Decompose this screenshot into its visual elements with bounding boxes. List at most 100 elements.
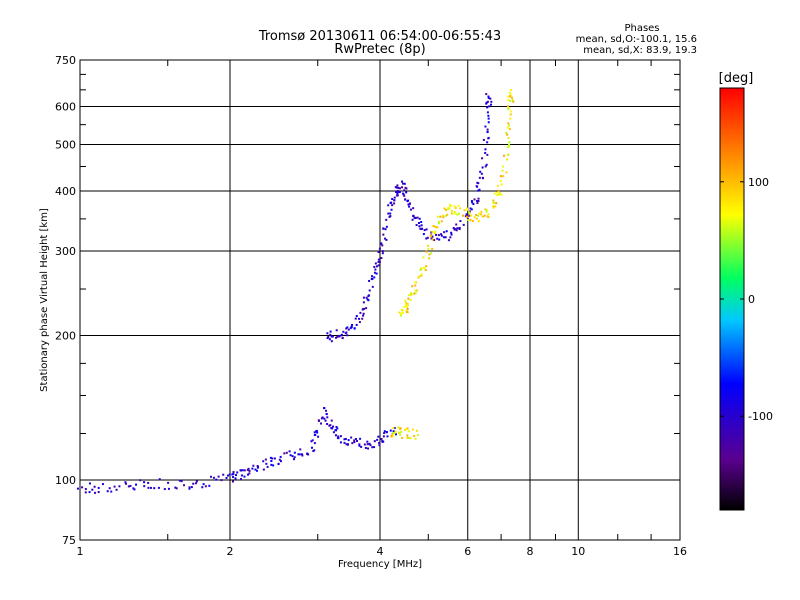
- data-point: [248, 472, 251, 475]
- data-point: [264, 458, 267, 461]
- data-point: [404, 186, 407, 189]
- data-point: [435, 226, 438, 229]
- data-point: [449, 236, 452, 239]
- data-point: [194, 482, 197, 485]
- data-point: [403, 182, 406, 185]
- data-point: [487, 121, 490, 124]
- data-point: [487, 213, 490, 216]
- data-point: [222, 473, 225, 476]
- data-point: [391, 204, 394, 207]
- data-point: [509, 117, 512, 120]
- data-point: [215, 478, 218, 481]
- data-point: [188, 487, 191, 490]
- data-point: [220, 479, 223, 482]
- data-point: [380, 438, 383, 441]
- data-point: [225, 477, 228, 480]
- data-point: [365, 307, 368, 310]
- data-point: [408, 294, 411, 297]
- data-point: [484, 165, 487, 168]
- data-point: [254, 468, 257, 471]
- data-point: [313, 431, 316, 434]
- data-point: [433, 239, 436, 242]
- data-point: [466, 208, 469, 211]
- data-point: [354, 438, 357, 441]
- data-point: [246, 473, 249, 476]
- data-point: [336, 335, 339, 338]
- data-point: [495, 202, 498, 205]
- data-point: [450, 231, 453, 234]
- data-point: [277, 462, 280, 465]
- data-point: [459, 207, 462, 210]
- data-point: [427, 248, 430, 251]
- data-point: [363, 307, 366, 310]
- data-point: [338, 335, 341, 338]
- data-point: [167, 481, 170, 484]
- data-point: [410, 291, 413, 294]
- data-point: [425, 228, 428, 231]
- data-point: [453, 210, 456, 213]
- data-point: [490, 100, 493, 103]
- data-point: [509, 99, 512, 102]
- data-point: [272, 464, 275, 467]
- data-point: [404, 299, 407, 302]
- data-point: [381, 252, 384, 255]
- data-point: [497, 189, 500, 192]
- data-point: [76, 487, 79, 490]
- data-point: [400, 314, 403, 317]
- data-point: [407, 430, 410, 433]
- data-point: [301, 454, 304, 457]
- data-point: [366, 298, 369, 301]
- data-point: [341, 337, 344, 340]
- data-point: [471, 201, 474, 204]
- x-tick-label: 16: [673, 545, 687, 558]
- chart-title: Tromsø 20130611 06:54:00-06:55:43: [258, 29, 501, 44]
- data-point: [481, 157, 484, 160]
- data-point: [510, 96, 513, 99]
- data-point: [476, 199, 479, 202]
- data-point: [262, 468, 265, 471]
- data-point: [330, 427, 333, 430]
- data-point: [201, 486, 204, 489]
- data-point: [339, 441, 342, 444]
- data-point: [409, 202, 412, 205]
- data-point: [300, 453, 303, 456]
- data-point: [437, 220, 440, 223]
- data-point: [507, 122, 510, 125]
- data-point: [202, 483, 205, 486]
- data-point: [398, 311, 401, 314]
- data-point: [418, 217, 421, 220]
- data-point: [340, 334, 343, 337]
- data-point: [401, 186, 404, 189]
- data-point: [420, 273, 423, 276]
- data-point: [498, 193, 501, 196]
- data-point: [414, 291, 417, 294]
- data-point: [255, 469, 258, 472]
- data-point: [369, 444, 372, 447]
- data-point: [422, 256, 425, 259]
- data-point: [409, 208, 412, 211]
- data-point: [428, 253, 431, 256]
- data-point: [378, 261, 381, 264]
- data-point: [468, 214, 471, 217]
- data-point: [406, 305, 409, 308]
- data-point: [506, 133, 509, 136]
- data-point: [398, 431, 401, 434]
- data-point: [476, 185, 479, 188]
- data-point: [407, 199, 410, 202]
- data-point: [477, 220, 480, 223]
- data-point: [496, 184, 499, 187]
- data-point: [507, 136, 510, 139]
- data-point: [449, 203, 452, 206]
- data-point: [239, 469, 242, 472]
- data-point: [507, 105, 510, 108]
- data-point: [414, 284, 417, 287]
- data-point: [442, 214, 445, 217]
- data-point: [506, 126, 509, 129]
- phases-heading: Phases: [624, 23, 659, 34]
- data-point: [336, 436, 339, 439]
- y-axis-label: Stationary phase Virtual Height [km]: [39, 208, 50, 392]
- data-point: [204, 485, 207, 488]
- data-point: [129, 484, 132, 487]
- data-point: [403, 194, 406, 197]
- data-point: [507, 107, 510, 110]
